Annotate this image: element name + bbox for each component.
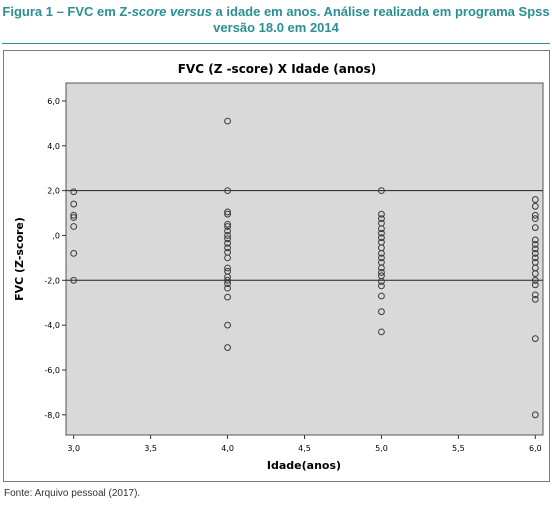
y-tick-label: 6,0	[47, 97, 60, 106]
data-point	[378, 264, 385, 272]
data-point	[531, 335, 539, 342]
data-point	[70, 200, 78, 208]
data-point	[378, 282, 385, 290]
data-point	[224, 223, 231, 230]
data-point	[531, 224, 539, 232]
data-point	[224, 187, 231, 195]
caption-line-1-suffix: a idade em anos. Análise realizada em pr…	[211, 4, 550, 19]
data-point	[224, 276, 231, 284]
data-point	[224, 293, 231, 301]
data-point	[224, 220, 231, 228]
data-point	[378, 225, 385, 233]
y-tick-label: 2,0	[47, 187, 60, 196]
data-point	[378, 234, 385, 242]
data-point	[224, 208, 231, 216]
caption-line-1-italic: score versus	[131, 4, 212, 19]
data-point	[70, 249, 78, 257]
data-point	[224, 344, 231, 351]
data-point	[378, 210, 385, 218]
data-point	[378, 292, 385, 300]
x-tick-label: 3,0	[67, 444, 80, 453]
data-point	[531, 276, 539, 284]
data-point	[531, 291, 539, 299]
x-tick-label: 4,5	[298, 444, 311, 453]
chart-frame: FVC (Z -score) X Idade (anos) 3,0 3,5 4,0 4…	[3, 50, 550, 482]
y-tick-label: 4,0	[47, 142, 60, 151]
x-tick-label: 6,0	[529, 444, 542, 453]
data-point	[224, 280, 231, 288]
data-point	[70, 276, 78, 284]
data-point	[531, 411, 539, 419]
data-point	[224, 321, 231, 329]
data-point	[224, 232, 231, 239]
y-tick-label: -6,0	[44, 366, 60, 375]
source-note: Fonte: Arquivo pessoal (2017).	[4, 488, 141, 499]
data-point	[224, 244, 231, 252]
y-tick-label: -2,0	[44, 276, 60, 285]
data-point	[531, 270, 539, 277]
reference-lines	[66, 190, 543, 281]
x-tick-label: 3,5	[144, 444, 157, 453]
data-point	[531, 196, 539, 203]
caption-line-2: versão 18.0 em 2014	[213, 20, 339, 35]
data-point	[531, 245, 539, 253]
data-point	[378, 254, 385, 262]
data-point	[531, 254, 539, 262]
y-axis-label: FVC (Z-score)	[13, 217, 26, 301]
y-axis-ticks: 6,0 4,0 2,0 ,0 -2,0 -4,0 -6,0 -8,0	[44, 97, 66, 420]
data-point	[378, 215, 385, 223]
caption-line-1: Figura 1 – FVC em Z-score versus a idade…	[0, 4, 552, 20]
x-axis-label: Idade(anos)	[267, 459, 341, 472]
data-point	[378, 249, 385, 257]
x-axis-ticks: 3,0 3,5 4,0 4,5 5,0 5,5 6,0	[67, 435, 542, 453]
chart-title: FVC (Z -score) X Idade (anos)	[178, 62, 377, 76]
data-point	[378, 308, 385, 316]
data-point	[224, 235, 231, 243]
data-points	[70, 117, 539, 419]
x-tick-label: 5,5	[452, 444, 465, 453]
data-point	[224, 117, 231, 125]
data-point	[531, 281, 539, 289]
data-point	[224, 273, 231, 281]
data-point	[531, 295, 539, 303]
y-tick-label: -8,0	[44, 411, 60, 420]
figure-caption: Figura 1 – FVC em Z-score versus a idade…	[0, 4, 552, 36]
x-tick-label: 5,0	[375, 444, 388, 453]
data-point	[224, 264, 231, 272]
y-tick-label: -4,0	[44, 321, 60, 330]
data-point	[70, 211, 78, 219]
data-point	[531, 215, 539, 223]
data-point	[224, 210, 231, 218]
data-point	[70, 214, 78, 221]
x-tick-label: 4,0	[221, 444, 234, 453]
plot-area	[65, 82, 544, 436]
data-point	[378, 328, 385, 336]
scatter-chart: FVC (Z -score) X Idade (anos) 3,0 3,5 4,0 4…	[13, 62, 544, 472]
data-point	[70, 188, 78, 196]
data-point	[531, 241, 539, 248]
data-point	[224, 227, 231, 235]
data-point	[531, 249, 539, 257]
data-point	[378, 229, 385, 237]
data-point	[70, 223, 78, 230]
data-point	[224, 254, 231, 262]
caption-divider	[2, 43, 550, 44]
data-point	[224, 284, 231, 292]
data-point	[531, 236, 539, 244]
data-point	[378, 269, 385, 276]
y-tick-label: ,0	[52, 231, 60, 240]
data-point	[224, 239, 231, 247]
data-point	[531, 202, 539, 210]
data-point	[531, 211, 539, 219]
data-point	[378, 278, 385, 285]
caption-line-1-prefix: Figura 1 – FVC em Z-	[2, 4, 132, 19]
data-point	[378, 187, 385, 195]
